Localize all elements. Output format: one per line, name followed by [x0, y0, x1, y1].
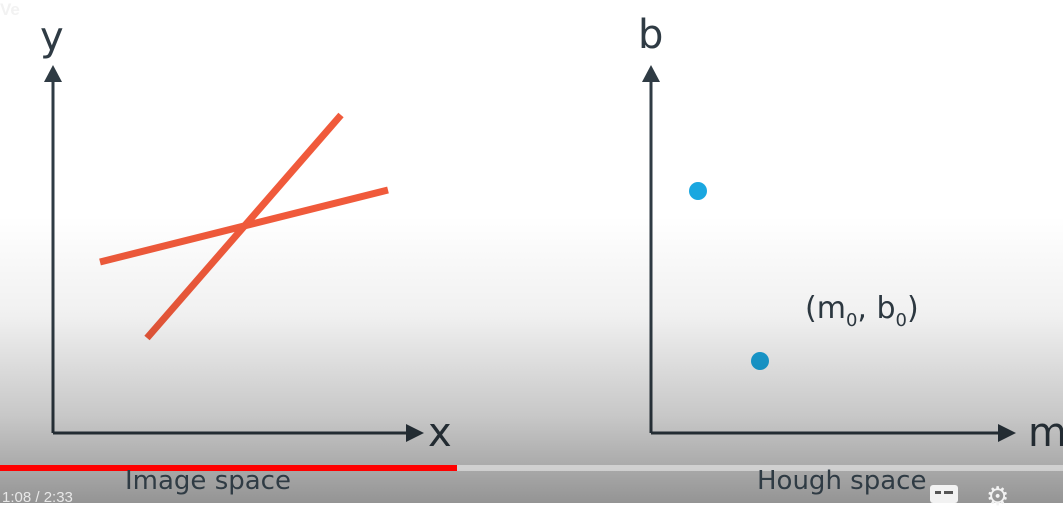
- image-x-arrowhead: [406, 424, 424, 442]
- hough-b-axis-label: b: [638, 12, 663, 58]
- settings-gear-icon[interactable]: ⚙: [986, 482, 1010, 512]
- line-shallow: [99, 186, 389, 266]
- image-x-axis-label: x: [428, 410, 452, 456]
- time-display: 1:08 / 2:33: [2, 489, 73, 506]
- hough-m-axis-label: m: [1028, 410, 1063, 456]
- progress-played: [0, 465, 458, 471]
- hough-m-arrowhead: [998, 424, 1016, 442]
- image-space-lines: [99, 112, 389, 341]
- hough-point-1: [689, 182, 707, 200]
- progress-bar[interactable]: [0, 465, 1063, 471]
- captions-icon[interactable]: [929, 484, 959, 503]
- overflow-tag[interactable]: Ve: [0, 0, 20, 19]
- image-y-axis-label: y: [40, 14, 64, 60]
- hough-space-axes: b m: [638, 12, 1063, 456]
- hough-point-2: [751, 352, 769, 370]
- point-annotation: (m0, b0): [805, 291, 919, 331]
- hough-space-caption: Hough space: [757, 466, 927, 496]
- image-space-caption: Image space: [125, 466, 291, 496]
- hough-b-arrowhead: [642, 65, 660, 82]
- image-space-axes: y x: [40, 14, 452, 456]
- image-y-arrowhead: [44, 65, 62, 82]
